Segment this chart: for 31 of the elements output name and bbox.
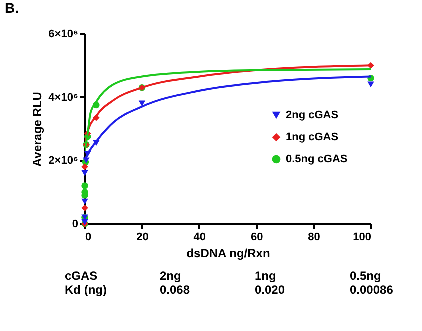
text: Kd (ng) xyxy=(65,283,107,297)
point xyxy=(82,170,88,176)
x-tick-label: 60 xyxy=(250,232,264,244)
y-tick-label: 2×10⁶ xyxy=(48,155,78,168)
text: 0.5ng xyxy=(350,269,382,283)
chart-title: B. xyxy=(5,0,19,16)
legend-label: 0.5ng cGAS xyxy=(286,154,348,166)
y-tick-label: 4×10⁶ xyxy=(48,92,78,104)
point xyxy=(368,82,374,88)
text: 2ng xyxy=(160,269,182,283)
point xyxy=(82,198,88,205)
point xyxy=(82,164,88,170)
x-tick-label: 20 xyxy=(136,232,149,244)
text: 0.068 xyxy=(160,283,190,297)
y-tick-label: 6×10⁶ xyxy=(48,28,78,40)
y-axis-title: Average RLU xyxy=(30,92,45,167)
legend-label: 1ng cGAS xyxy=(286,132,339,144)
x-axis-title: dsDNA ng/Rxn xyxy=(186,246,270,260)
point xyxy=(82,204,88,212)
x-tick-label: 100 xyxy=(353,232,372,244)
x-tick-label: 0 xyxy=(86,232,92,244)
x-tick-label: 40 xyxy=(194,232,206,244)
text: cGAS xyxy=(65,269,98,283)
text: 1ng xyxy=(255,269,276,283)
x-tick-label: 80 xyxy=(308,232,320,244)
point xyxy=(138,100,146,107)
legend-label: 2ng cGAS xyxy=(286,110,339,122)
point xyxy=(82,182,88,190)
text: 0.00086 xyxy=(350,283,394,297)
y-tick-label: 0 xyxy=(72,218,78,230)
text: 0.020 xyxy=(255,283,286,297)
